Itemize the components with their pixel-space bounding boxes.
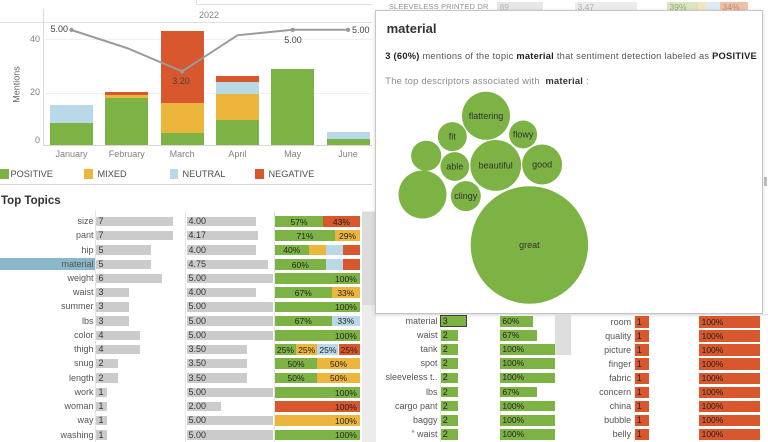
svg-text:clingy: clingy <box>454 191 478 201</box>
svg-text:great: great <box>519 240 540 250</box>
svg-text:flattering: flattering <box>469 111 504 121</box>
svg-text:able: able <box>446 162 463 172</box>
svg-text:flowy: flowy <box>513 130 534 140</box>
svg-text:good: good <box>532 160 552 170</box>
svg-text:beautiful: beautiful <box>479 160 513 170</box>
svg-text:fit: fit <box>449 132 457 142</box>
